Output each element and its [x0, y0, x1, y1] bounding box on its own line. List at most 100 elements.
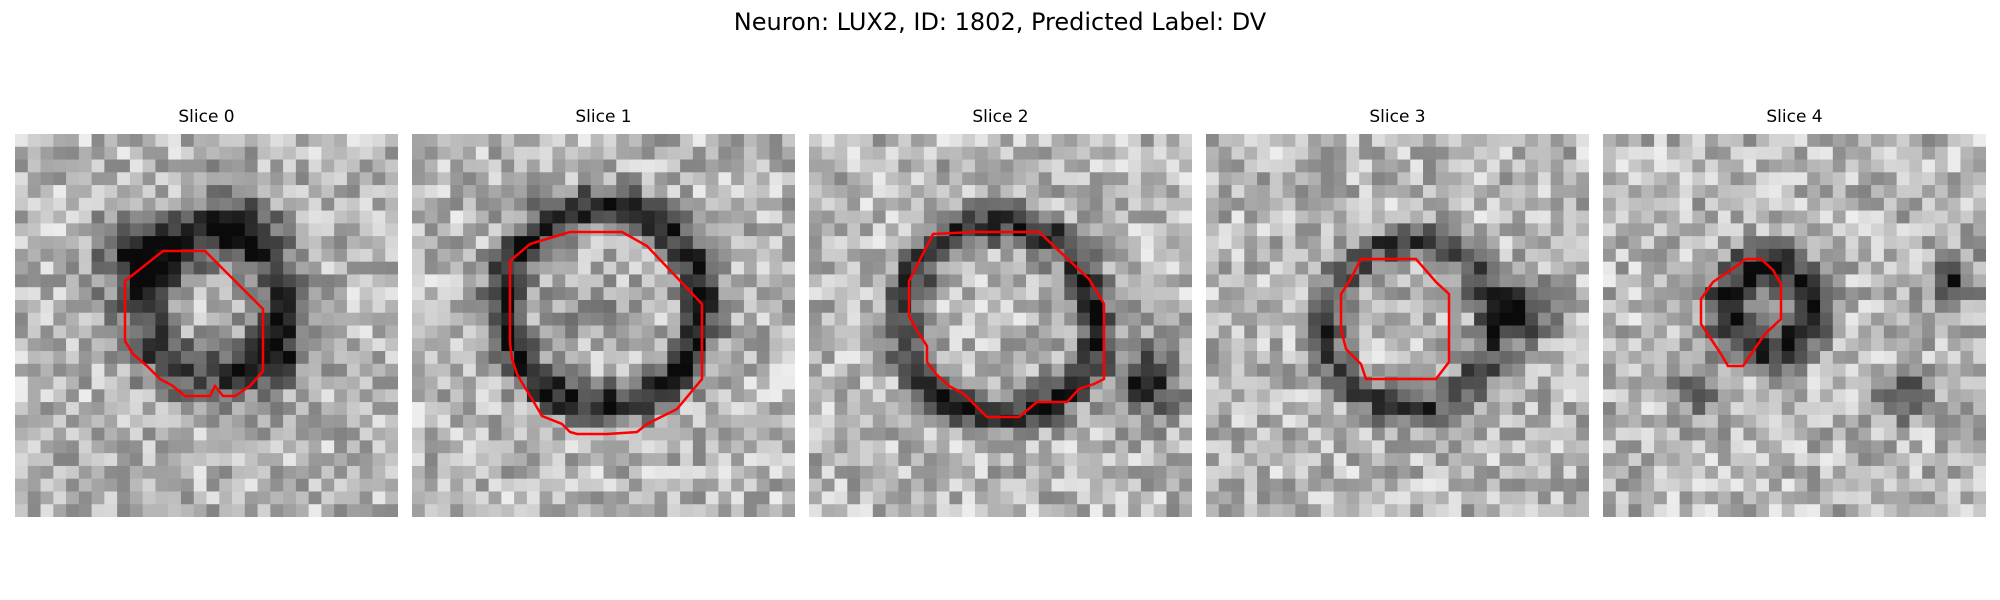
image-pixel: [1832, 236, 1847, 250]
image-pixel: [1359, 146, 1373, 161]
image-pixel: [1845, 465, 1859, 480]
image-pixel: [1537, 274, 1552, 288]
image-pixel: [1756, 197, 1770, 212]
image-pixel: [1257, 389, 1271, 403]
image-pixel: [1654, 223, 1668, 237]
image-pixel: [1102, 363, 1116, 378]
image-pixel: [1909, 248, 1923, 263]
image-pixel: [1883, 389, 1898, 403]
image-pixel: [590, 440, 605, 454]
image-pixel: [78, 427, 93, 441]
image-pixel: [1026, 325, 1040, 339]
image-pixel: [898, 440, 912, 454]
image-pixel: [488, 287, 502, 301]
image-pixel: [821, 465, 836, 480]
image-pixel: [834, 274, 848, 288]
image-pixel: [962, 414, 976, 429]
image-pixel: [1666, 159, 1681, 173]
image-pixel: [987, 236, 1002, 250]
image-pixel: [1832, 134, 1847, 148]
image-pixel: [270, 197, 284, 212]
image-pixel: [257, 274, 271, 288]
image-pixel: [1051, 159, 1065, 173]
image-pixel: [244, 274, 259, 288]
image-pixel: [1013, 453, 1027, 467]
image-pixel: [1333, 376, 1348, 390]
image-pixel: [475, 134, 490, 148]
image-pixel: [987, 159, 1002, 173]
image-pixel: [667, 440, 681, 454]
image-pixel: [1499, 389, 1513, 403]
image-pixel: [1359, 172, 1373, 186]
image-pixel: [1512, 261, 1526, 276]
image-pixel: [1153, 236, 1168, 250]
image-pixel: [1051, 325, 1065, 339]
image-pixel: [1166, 351, 1180, 365]
image-pixel: [424, 274, 439, 288]
image-pixel: [782, 134, 795, 148]
image-pixel: [654, 274, 668, 288]
image-pixel: [1474, 389, 1488, 403]
image-pixel: [424, 491, 439, 505]
image-pixel: [974, 248, 989, 263]
image-pixel: [1896, 440, 1910, 454]
image-pixel: [603, 363, 617, 378]
image-pixel: [616, 287, 630, 301]
image-pixel: [1384, 478, 1399, 493]
image-pixel: [1051, 134, 1065, 148]
image-pixel: [654, 453, 668, 467]
image-pixel: [1934, 363, 1949, 378]
image-pixel: [1883, 376, 1898, 390]
image-pixel: [616, 440, 630, 454]
image-pixel: [501, 504, 515, 517]
image-pixel: [1499, 159, 1513, 173]
image-pixel: [577, 453, 592, 467]
image-pixel: [692, 236, 707, 250]
image-pixel: [1909, 376, 1923, 390]
image-pixel: [782, 287, 795, 301]
image-pixel: [731, 146, 745, 161]
image-pixel: [1282, 338, 1296, 352]
image-pixel: [1308, 402, 1322, 416]
image-pixel: [1576, 389, 1589, 403]
image-pixel: [1654, 248, 1668, 263]
image-pixel: [667, 159, 681, 173]
image-pixel: [1000, 223, 1014, 237]
image-pixel: [142, 389, 157, 403]
image-pixel: [15, 248, 29, 263]
image-pixel: [1730, 389, 1745, 403]
image-pixel: [1026, 389, 1040, 403]
image-pixel: [372, 478, 386, 493]
image-pixel: [142, 146, 157, 161]
image-pixel: [1654, 427, 1668, 441]
image-pixel: [1384, 402, 1399, 416]
image-pixel: [1486, 299, 1501, 314]
slice-image: [1603, 134, 1986, 517]
image-pixel: [898, 491, 912, 505]
image-pixel: [1282, 146, 1296, 161]
image-pixel: [782, 210, 795, 224]
image-pixel: [385, 504, 398, 517]
image-pixel: [1615, 312, 1630, 327]
image-pixel: [654, 312, 668, 327]
image-pixel: [424, 325, 439, 339]
image-pixel: [78, 363, 93, 378]
image-pixel: [53, 351, 67, 365]
image-pixel: [1615, 146, 1630, 161]
image-pixel: [1448, 146, 1462, 161]
image-pixel: [1960, 427, 1974, 441]
image-pixel: [705, 389, 719, 403]
image-pixel: [91, 389, 105, 403]
image-pixel: [834, 236, 848, 250]
image-pixel: [193, 185, 208, 199]
image-pixel: [1461, 491, 1475, 505]
image-pixel: [1371, 134, 1386, 148]
image-pixel: [412, 325, 426, 339]
image-pixel: [1128, 223, 1142, 237]
image-pixel: [437, 427, 451, 441]
image-pixel: [1282, 478, 1296, 493]
image-pixel: [577, 172, 592, 186]
image-pixel: [437, 402, 451, 416]
image-pixel: [616, 504, 630, 517]
image-pixel: [1512, 453, 1526, 467]
